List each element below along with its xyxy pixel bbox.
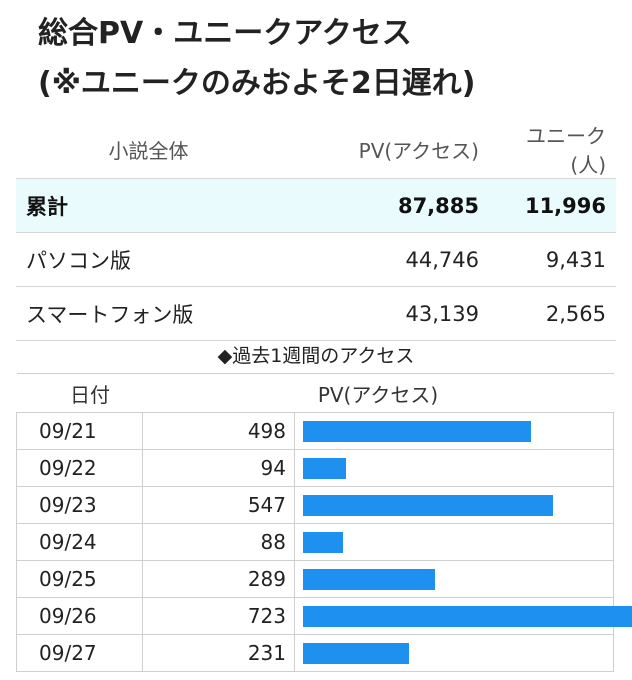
bar bbox=[303, 532, 343, 553]
bar-cell bbox=[294, 634, 614, 672]
bar bbox=[303, 643, 409, 664]
table-row: 09/27 231 bbox=[16, 634, 614, 672]
page-subtitle: (※ユニークのみおよそ2日遅れ) bbox=[38, 66, 476, 101]
bar-value-label: 723 bbox=[142, 597, 295, 635]
date-tick-label: 09/22 bbox=[16, 449, 143, 487]
date-tick-label: 09/26 bbox=[16, 597, 143, 635]
weekly-header-row: 日付 PV(アクセス) bbox=[16, 373, 614, 413]
summary-row-pv: 87,885 bbox=[281, 178, 489, 233]
bar bbox=[303, 458, 346, 479]
summary-row-label: 累計 bbox=[16, 178, 281, 233]
summary-row-pc: パソコン版 44,746 9,431 bbox=[16, 232, 616, 287]
bar-value-label: 289 bbox=[142, 560, 295, 598]
summary-row-pv: 44,746 bbox=[281, 232, 489, 287]
date-tick-label: 09/27 bbox=[16, 634, 143, 672]
table-row: 09/22 94 bbox=[16, 449, 614, 487]
page-title: 総合PV・ユニークアクセス bbox=[38, 16, 412, 51]
bar bbox=[303, 569, 435, 590]
weekly-header-pv: PV(アクセス) bbox=[142, 373, 614, 413]
weekly-header-date: 日付 bbox=[16, 373, 143, 413]
summary-header-category: 小説全体 bbox=[16, 120, 281, 179]
bar-cell bbox=[294, 486, 614, 524]
summary-header-unique: ユニーク(人) bbox=[489, 120, 616, 179]
bar-cell bbox=[294, 560, 614, 598]
summary-row-total: 累計 87,885 11,996 bbox=[16, 178, 616, 233]
bar-value-label: 498 bbox=[142, 412, 295, 450]
summary-header-row: 小説全体 PV(アクセス) ユニーク(人) bbox=[16, 120, 616, 179]
summary-row-smartphone: スマートフォン版 43,139 2,565 bbox=[16, 286, 616, 341]
weekly-title: ◆過去1週間のアクセス bbox=[217, 345, 415, 367]
date-tick-label: 09/25 bbox=[16, 560, 143, 598]
table-row: 09/23 547 bbox=[16, 486, 614, 524]
weekly-chart-table: 日付 PV(アクセス) 09/21 498 09/22 94 09/23 547 09/24… bbox=[16, 373, 632, 672]
summary-header-pv: PV(アクセス) bbox=[281, 120, 489, 179]
table-row: 09/25 289 bbox=[16, 560, 614, 598]
table-row: 09/21 498 bbox=[16, 412, 614, 450]
bar bbox=[303, 495, 553, 516]
summary-row-label: パソコン版 bbox=[16, 232, 281, 287]
bar-cell bbox=[294, 449, 614, 487]
bar-cell bbox=[294, 597, 632, 635]
summary-row-unique: 2,565 bbox=[489, 286, 616, 341]
weekly-body: 09/21 498 09/22 94 09/23 547 09/24 88 09/25 289 09… bbox=[16, 412, 632, 672]
summary-row-label: スマートフォン版 bbox=[16, 286, 281, 341]
bar bbox=[303, 606, 632, 627]
date-tick-label: 09/21 bbox=[16, 412, 143, 450]
bar bbox=[303, 421, 531, 442]
table-row: 09/24 88 bbox=[16, 523, 614, 561]
summary-row-unique: 9,431 bbox=[489, 232, 616, 287]
bar-value-label: 547 bbox=[142, 486, 295, 524]
bar-value-label: 94 bbox=[142, 449, 295, 487]
summary-row-unique: 11,996 bbox=[489, 178, 616, 233]
date-tick-label: 09/23 bbox=[16, 486, 143, 524]
summary-row-pv: 43,139 bbox=[281, 286, 489, 341]
summary-table: 小説全体 PV(アクセス) ユニーク(人) 累計 87,885 11,996 パ… bbox=[16, 120, 616, 341]
bar-value-label: 231 bbox=[142, 634, 295, 672]
bar-cell bbox=[294, 523, 614, 561]
date-tick-label: 09/24 bbox=[16, 523, 143, 561]
bar-value-label: 88 bbox=[142, 523, 295, 561]
bar-cell bbox=[294, 412, 614, 450]
table-row: 09/26 723 bbox=[16, 597, 632, 635]
